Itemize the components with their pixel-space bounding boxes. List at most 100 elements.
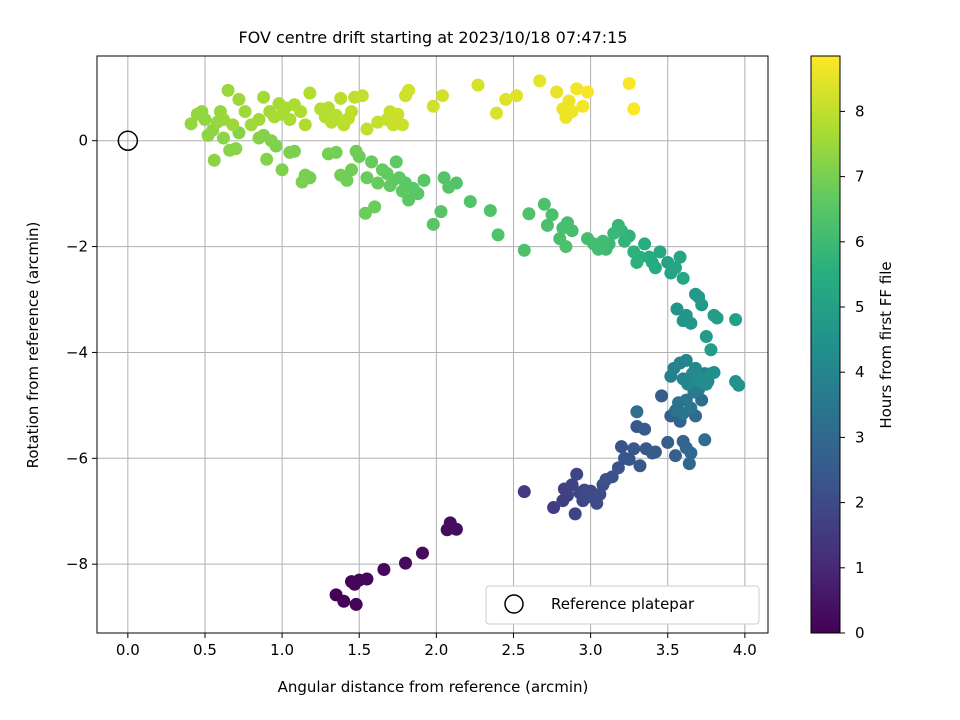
data-point (298, 118, 312, 132)
x-tick-label: 1.5 (347, 641, 371, 659)
data-point (570, 467, 584, 481)
data-point (360, 572, 374, 586)
data-point (483, 204, 497, 218)
data-point (334, 91, 348, 105)
data-point (642, 250, 656, 264)
data-point (676, 271, 690, 285)
data-point (638, 422, 652, 436)
data-point (232, 92, 246, 106)
data-point (386, 118, 400, 132)
data-point (681, 377, 695, 391)
colorbar-tick-label: 0 (855, 624, 865, 642)
data-point (547, 501, 561, 515)
data-point (294, 105, 308, 119)
data-point (383, 179, 397, 193)
data-point (668, 449, 682, 463)
data-point (545, 208, 559, 222)
data-point (391, 107, 405, 121)
data-point (707, 366, 721, 380)
data-point (395, 118, 409, 132)
data-point (581, 85, 595, 99)
x-tick-label: 4.0 (733, 641, 757, 659)
data-point (618, 234, 632, 248)
data-point (576, 99, 590, 113)
data-point (661, 435, 675, 449)
data-point (653, 245, 667, 259)
x-tick-label: 1.0 (270, 641, 294, 659)
data-point (345, 105, 359, 119)
data-point (377, 562, 391, 576)
data-point (358, 206, 372, 220)
data-point (655, 389, 669, 403)
data-point (395, 184, 409, 198)
grid (97, 56, 768, 633)
colorbar: 0 1 2 3 4 5 6 7 8 Hours from first FF file (810, 55, 895, 642)
data-point (490, 106, 504, 120)
legend: Reference platepar (485, 585, 760, 625)
data-point (260, 152, 274, 166)
data-point (207, 153, 221, 167)
data-point (559, 240, 573, 254)
data-point (607, 226, 621, 240)
data-point (321, 147, 335, 161)
data-point (630, 255, 644, 269)
data-point (689, 361, 703, 375)
y-tick-label: −8 (66, 555, 88, 573)
data-point (581, 232, 595, 246)
data-point (426, 99, 440, 113)
data-point (732, 378, 746, 392)
data-point (415, 546, 429, 560)
plot-area-frame (96, 55, 769, 634)
data-point (252, 131, 266, 145)
data-point (673, 250, 687, 264)
x-tick-label: 0.0 (116, 641, 140, 659)
data-point (360, 122, 374, 136)
data-point (449, 522, 463, 536)
data-point (698, 433, 712, 447)
legend-marker-icon (504, 594, 524, 614)
data-point (682, 457, 696, 471)
data-point (221, 83, 235, 97)
data-point (368, 200, 382, 214)
data-point (630, 405, 644, 419)
data-point (463, 195, 477, 209)
data-point (201, 128, 215, 142)
colorbar-ticks: 0 1 2 3 4 5 6 7 8 (840, 102, 865, 642)
data-point (704, 343, 718, 357)
colorbar-bar (810, 55, 841, 634)
data-point (257, 90, 271, 104)
x-tick-label: 2.5 (502, 641, 526, 659)
data-point (471, 78, 485, 92)
data-point (670, 302, 684, 316)
data-point (533, 74, 547, 88)
data-point (426, 217, 440, 231)
colorbar-label: Hours from first FF file (877, 261, 895, 428)
colorbar-tick-label: 8 (855, 102, 865, 120)
data-point (190, 107, 204, 121)
data-point (283, 145, 297, 159)
data-point (699, 330, 713, 344)
data-point (510, 89, 524, 103)
data-point (184, 117, 198, 131)
data-point (729, 313, 743, 327)
data-point (436, 89, 450, 103)
data-point (334, 168, 348, 182)
data-point (540, 218, 554, 232)
data-point (565, 105, 579, 119)
data-point (365, 155, 379, 169)
data-point (355, 89, 369, 103)
data-point (345, 163, 359, 177)
data-point (614, 440, 628, 454)
data-point (337, 594, 351, 608)
data-point (402, 83, 416, 97)
data-point (684, 401, 698, 415)
data-point (517, 485, 531, 499)
data-point (622, 452, 636, 466)
data-point (668, 261, 682, 275)
data-point (371, 176, 385, 190)
data-point (349, 144, 363, 158)
data-point (562, 94, 576, 108)
colorbar-tick-label: 4 (855, 363, 865, 381)
x-tick-label: 0.5 (193, 641, 217, 659)
data-point (375, 163, 389, 177)
